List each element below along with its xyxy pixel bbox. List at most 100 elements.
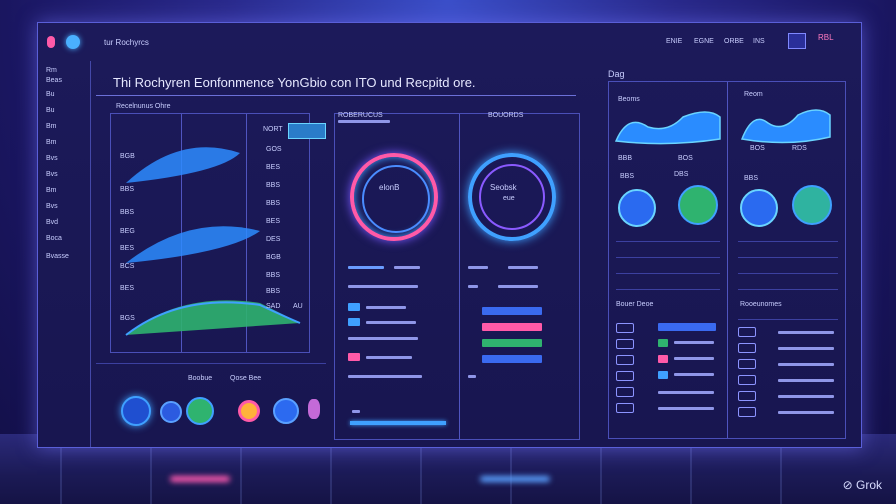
sidebar-item-1[interactable]: Rm: [46, 67, 57, 74]
sidebar-item-5[interactable]: Bm: [46, 123, 57, 130]
status-dot-orange[interactable]: [238, 400, 260, 422]
wave-line-mid: [126, 226, 260, 263]
status-dot-blue-1[interactable]: [121, 396, 151, 426]
wave-panel-badge-label: NORT: [263, 126, 283, 133]
sidebar-item-8[interactable]: Bvs: [46, 171, 58, 178]
wave-tick-6: BCS: [120, 263, 135, 270]
menu-item-4[interactable]: INS: [753, 38, 765, 45]
table-row-icon-4: [616, 371, 634, 381]
menu-item-1[interactable]: ENIE: [666, 38, 683, 45]
left-list-bar-4: [366, 306, 406, 309]
gauge-divider: [459, 114, 460, 439]
status-dot-blue-3[interactable]: [273, 398, 299, 424]
sidebar-item-10[interactable]: Bvs: [46, 203, 58, 210]
table-chip-blue: [658, 371, 668, 379]
gauge-left-header: ROBERUCUS: [338, 112, 383, 119]
profile-icon[interactable]: [66, 35, 80, 49]
table-row-icon-6: [616, 403, 634, 413]
left-list-bar-6: [348, 337, 418, 340]
menu-item-2[interactable]: EGNE: [694, 38, 714, 45]
floor-glow-blue: [480, 476, 550, 482]
r-row-2: [616, 257, 720, 258]
sidebar: Rm Beas Bu Bu Bm Bm Bvs Bvs Bm Bvs Bvd B…: [38, 61, 91, 447]
wave-tick-1: BGB: [120, 153, 135, 160]
dashboard-screen: tur Rochyrcs ENIE EGNE ORBE INS RBL Rm B…: [37, 22, 862, 448]
r-row-7: [738, 273, 838, 274]
rt-icon-2: [738, 343, 756, 353]
table-row-icon-1: [616, 323, 634, 333]
rt-bar-6: [778, 411, 834, 414]
watermark: ⊘ Grok: [843, 478, 882, 492]
right-chip-pink: [482, 323, 542, 331]
area-chart-b: [740, 109, 831, 144]
table-chip-pink: [658, 355, 668, 363]
grid-icon[interactable]: [788, 33, 806, 49]
gauge-left-ring[interactable]: [350, 153, 438, 241]
rt-bar-4: [778, 379, 834, 382]
rt-row-1: [738, 319, 838, 320]
wave-label-11: AU: [293, 303, 303, 310]
circle-green[interactable]: [678, 185, 718, 225]
wave-label-1: GOS: [266, 146, 282, 153]
circle-blue-1[interactable]: [618, 189, 656, 227]
app-logo-icon: [47, 36, 55, 48]
table-bar-5: [658, 391, 714, 394]
wave-panel-badge[interactable]: [288, 123, 326, 139]
circle-blue-2[interactable]: [740, 189, 778, 227]
chart-b-label: Reom: [744, 91, 763, 98]
circle-label-2: DBS: [674, 171, 689, 178]
table-row-icon-5: [616, 387, 634, 397]
gauge-right-ring[interactable]: [468, 153, 556, 241]
sidebar-item-4[interactable]: Bu: [46, 107, 55, 114]
wave-label-10: SAD: [266, 303, 281, 310]
table-bar-3: [674, 357, 714, 360]
left-list-bar-7: [366, 356, 412, 359]
wave-label-9: BBS: [266, 288, 281, 295]
rt-icon-3: [738, 359, 756, 369]
circle-teal[interactable]: [792, 185, 832, 225]
page-title: Thi Rochyren Eonfonmence YonGbio con ITO…: [113, 75, 476, 90]
wave-tick-7: BES: [120, 285, 135, 292]
sidebar-item-13[interactable]: Bvasse: [46, 253, 69, 260]
sidebar-item-11[interactable]: Bvd: [46, 219, 59, 226]
status-dot-purple[interactable]: [308, 399, 320, 419]
wave-label-4: BBS: [266, 200, 281, 207]
table-bar-6: [658, 407, 714, 410]
menu-item-3[interactable]: ORBE: [724, 38, 744, 45]
table-left-header: Bouer Deoe: [616, 301, 654, 308]
wave-tick-2: BBS: [120, 186, 135, 193]
user-badge[interactable]: RBL: [818, 33, 834, 42]
gauge-left-inner-ring: [362, 165, 430, 233]
r-row-3: [616, 273, 720, 274]
sidebar-item-12[interactable]: Boca: [46, 235, 62, 242]
wave-tick-8: BGS: [120, 315, 135, 322]
gauge-right-inner-ring: [479, 164, 545, 230]
sidebar-item-9[interactable]: Bm: [46, 187, 57, 194]
left-list-chip-pink: [348, 353, 360, 361]
right-list-bar-3: [468, 285, 478, 288]
wave-chart: [125, 147, 301, 336]
sidebar-item-7[interactable]: Bvs: [46, 155, 58, 162]
rt-bar-1: [778, 331, 834, 334]
left-list-bar-9: [352, 410, 360, 413]
status-dot-green[interactable]: [186, 397, 214, 425]
left-list-bar-8: [348, 375, 422, 378]
chart-a-axis-1: BBB: [618, 155, 633, 162]
floor-glow-pink: [170, 476, 230, 482]
left-progress-bar: [350, 421, 446, 425]
status-dot-blue-2[interactable]: [160, 401, 182, 423]
watermark-icon: ⊘: [842, 478, 856, 492]
rt-bar-3: [778, 363, 834, 366]
sidebar-item-6[interactable]: Bm: [46, 139, 57, 146]
sidebar-item-3[interactable]: Bu: [46, 91, 55, 98]
bottom-divider: [96, 363, 326, 364]
chart-b-axis-2: RDS: [792, 145, 807, 152]
right-divider: [727, 82, 728, 438]
wave-panel-header: Recelnunus Ohre: [116, 103, 171, 110]
gauge-right-label: Seobsk: [490, 183, 517, 192]
gauge-panel: [334, 113, 580, 440]
rt-icon-4: [738, 375, 756, 385]
right-list-bar-4: [498, 285, 538, 288]
sidebar-item-2[interactable]: Beas: [46, 77, 62, 84]
left-list-bar-2: [394, 266, 420, 269]
